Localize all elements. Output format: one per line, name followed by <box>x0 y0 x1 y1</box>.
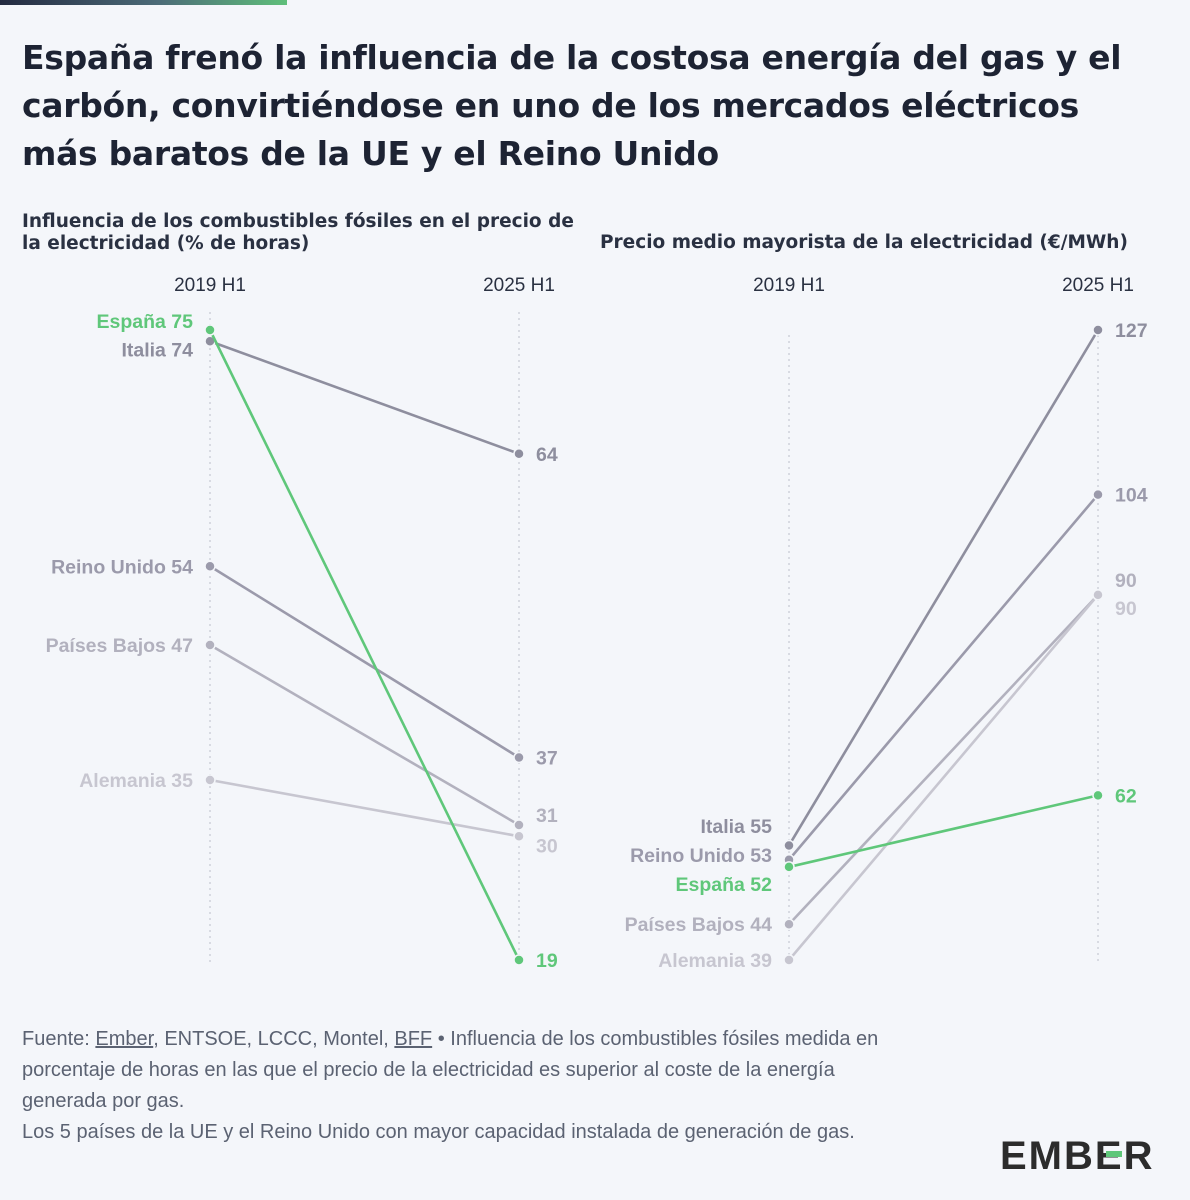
ember-logo-accent <box>1106 1151 1122 1157</box>
price-label-alemania-2019: Alemania 39 <box>658 950 772 972</box>
influence-label-italia-2019: Italia 74 <box>121 339 193 361</box>
price-point-paises-bajos-2019 <box>783 918 795 930</box>
influence-line-paises-bajos <box>209 643 520 827</box>
slope-charts: 2019 H1 2025 H1 Italia 74 64 Reino Unido 54 3… <box>46 275 1148 972</box>
top-accent-bar <box>0 0 287 5</box>
price-label-espana-2025: 62 <box>1115 785 1137 807</box>
price-line-italia <box>787 329 1100 847</box>
price-point-italia-2019 <box>783 839 795 852</box>
methodology-note: • Influencia de los combustibles fósiles… <box>22 1028 879 1112</box>
price-point-italia-2025 <box>1092 324 1104 336</box>
footer-notes: Fuente: Ember, ENTSOE, LCCC, Montel, BFF… <box>22 1024 922 1148</box>
price-point-espana-2025 <box>1092 789 1104 802</box>
influence-column-header-2019: 2019 H1 <box>174 275 246 296</box>
influence-line-italia <box>209 340 520 455</box>
price-point-reino-unido-2025 <box>1092 488 1104 501</box>
price-label-paises-bajos-2019: Países Bajos 44 <box>625 914 773 936</box>
ember-logo-text: EMBER <box>1000 1134 1154 1174</box>
right-chart-title: Precio medio mayorista de la electricida… <box>600 232 1128 253</box>
price-line-alemania <box>788 594 1099 961</box>
influence-point-reino-unido-2025 <box>513 751 525 764</box>
influence-label-espana-2025: 19 <box>536 950 558 972</box>
price-label-italia-2025: 127 <box>1115 320 1148 342</box>
ember-logo: EMBER <box>1000 1134 1154 1174</box>
price-line-paises-bajos <box>788 593 1099 926</box>
source-link-bff[interactable]: BFF <box>394 1028 433 1050</box>
influence-point-alemania-2025 <box>513 830 525 842</box>
influence-point-reino-unido-2019 <box>204 560 216 572</box>
price-label-paises-bajos-2025: 90 <box>1115 570 1137 592</box>
price-point-alemania-2019 <box>783 954 795 966</box>
price-point-alemania-2025 <box>1092 589 1104 601</box>
influence-column-header-2025: 2025 H1 <box>483 275 555 296</box>
price-label-espana-2019: España 52 <box>676 874 773 896</box>
influence-point-paises-bajos-2025 <box>513 819 525 831</box>
influence-line-espana <box>208 329 521 961</box>
source-list: , ENTSOE, LCCC, Montel, <box>153 1028 395 1050</box>
price-label-reino-unido-2019: Reino Unido 53 <box>630 845 772 867</box>
price-column-header-2019: 2019 H1 <box>753 275 825 296</box>
influence-label-alemania-2025: 30 <box>536 835 558 857</box>
influence-chart: 2019 H1 2025 H1 Italia 74 64 Reino Unido 54 3… <box>46 275 558 972</box>
influence-label-reino-unido-2019: Reino Unido 54 <box>51 556 193 578</box>
influence-point-paises-bajos-2019 <box>204 639 216 651</box>
influence-point-espana-2025 <box>513 954 525 966</box>
influence-point-alemania-2019 <box>204 774 216 786</box>
influence-label-paises-bajos-2019: Países Bajos 47 <box>46 635 193 657</box>
influence-label-alemania-2019: Alemania 35 <box>79 770 193 792</box>
influence-label-italia-2025: 64 <box>536 444 558 466</box>
price-line-reino-unido <box>788 493 1099 861</box>
page-title: España frenó la influencia de la costosa… <box>22 38 1122 173</box>
influence-point-italia-2025 <box>513 448 525 460</box>
influence-line-alemania <box>209 778 520 838</box>
influence-line-reino-unido <box>209 565 520 759</box>
price-label-italia-2019: Italia 55 <box>700 816 772 838</box>
left-chart-title: Influencia de los combustibles fósiles e… <box>22 211 574 254</box>
price-label-alemania-2025: 90 <box>1115 598 1137 620</box>
influence-label-reino-unido-2025: 37 <box>536 748 558 770</box>
price-point-espana-2019 <box>783 861 795 873</box>
source-prefix: Fuente: <box>22 1028 96 1050</box>
price-column-header-2025: 2025 H1 <box>1062 275 1134 296</box>
price-label-reino-unido-2025: 104 <box>1115 485 1148 507</box>
source-link-ember[interactable]: Ember <box>95 1028 154 1050</box>
influence-label-espana-2019: España 75 <box>97 311 194 333</box>
influence-label-paises-bajos-2025: 31 <box>536 805 558 827</box>
price-chart: 2019 H1 2025 H1 Italia 55 127 Reino Unido 53… <box>625 275 1148 972</box>
selection-note: Los 5 países de la UE y el Reino Unido c… <box>22 1121 855 1143</box>
influence-point-espana-2019 <box>204 324 216 336</box>
price-line-espana <box>788 794 1099 869</box>
